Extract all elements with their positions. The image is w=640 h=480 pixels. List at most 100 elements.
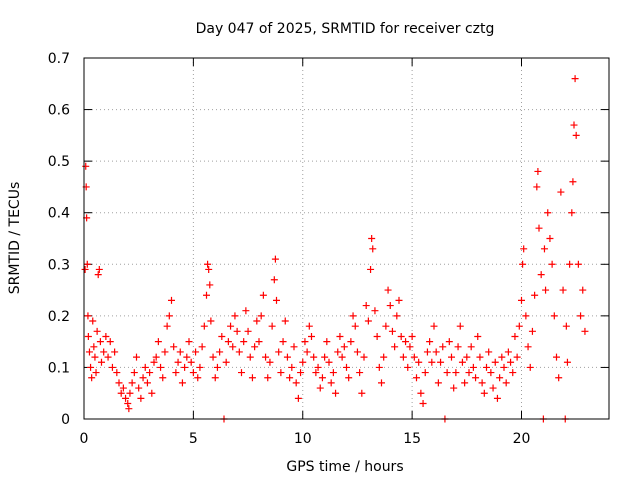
data-point: [262, 353, 270, 361]
data-point: [426, 338, 434, 346]
data-point: [93, 327, 101, 335]
data-point: [509, 369, 517, 377]
data-point: [550, 312, 558, 320]
data-point: [520, 245, 528, 253]
data-point: [472, 374, 480, 382]
data-point: [371, 307, 379, 315]
data-point: [143, 379, 151, 387]
data-point: [205, 265, 213, 273]
data-point: [349, 312, 357, 320]
data-point: [148, 389, 156, 397]
data-point: [229, 343, 237, 351]
data-point: [231, 312, 239, 320]
data-point: [275, 348, 283, 356]
data-point: [240, 338, 248, 346]
y-tick-label: 0.7: [48, 51, 70, 67]
data-point: [273, 296, 280, 304]
data-point: [176, 348, 184, 356]
x-tick-label: 20: [513, 431, 531, 447]
data-point: [286, 374, 294, 382]
data-points: [81, 75, 589, 423]
data-point: [469, 363, 477, 371]
data-point: [172, 369, 180, 377]
data-point: [189, 369, 197, 377]
data-point: [397, 332, 405, 340]
y-tick-label: 0.5: [48, 154, 70, 170]
data-point: [321, 353, 329, 361]
chart-title: Day 047 of 2025, SRMTID for receiver czt…: [196, 21, 495, 37]
data-point: [338, 353, 346, 361]
data-point: [485, 348, 493, 356]
data-point: [491, 358, 499, 366]
data-point: [297, 369, 305, 377]
data-point: [402, 338, 410, 346]
data-point: [159, 374, 167, 382]
data-point: [83, 260, 91, 268]
data-point: [113, 369, 121, 377]
data-point: [544, 209, 552, 217]
data-point: [574, 260, 582, 268]
data-point: [185, 338, 193, 346]
data-point: [563, 358, 571, 366]
data-point: [430, 322, 438, 330]
data-point: [163, 322, 171, 330]
data-point: [467, 343, 475, 351]
data-point: [314, 363, 322, 371]
data-point: [165, 312, 173, 320]
data-point: [386, 302, 394, 310]
data-point: [448, 353, 455, 361]
data-point: [174, 358, 182, 366]
data-point: [408, 332, 416, 340]
data-point: [213, 363, 221, 371]
data-point: [194, 374, 202, 382]
data-point: [378, 379, 385, 387]
data-point: [246, 353, 254, 361]
data-point: [493, 394, 501, 402]
data-point: [410, 353, 418, 361]
data-point: [316, 384, 324, 392]
data-point: [461, 379, 469, 387]
data-point: [196, 363, 204, 371]
data-point: [364, 317, 372, 325]
data-point: [428, 358, 436, 366]
data-point: [569, 178, 577, 186]
data-point: [417, 389, 425, 397]
data-point: [325, 358, 333, 366]
data-point: [87, 363, 95, 371]
data-point: [528, 327, 536, 335]
data-point: [524, 343, 532, 351]
data-point: [454, 343, 462, 351]
data-point: [288, 363, 296, 371]
data-point: [253, 317, 261, 325]
data-point: [91, 353, 99, 361]
data-point: [139, 374, 147, 382]
data-point: [496, 374, 504, 382]
data-point: [553, 353, 560, 361]
data-point: [367, 265, 375, 273]
data-point: [507, 358, 515, 366]
data-point: [571, 75, 579, 83]
data-point: [209, 353, 217, 361]
y-tick-label: 0.1: [48, 360, 70, 376]
data-point: [248, 374, 256, 382]
data-point: [124, 400, 132, 408]
data-point: [391, 343, 399, 351]
data-point: [106, 338, 114, 346]
data-point: [458, 358, 466, 366]
data-point: [334, 348, 342, 356]
data-point: [323, 338, 331, 346]
data-point: [303, 348, 311, 356]
data-point: [557, 188, 565, 196]
data-point: [518, 296, 525, 304]
data-point: [281, 317, 289, 325]
x-tick-label: 5: [189, 431, 198, 447]
data-point: [519, 260, 527, 268]
data-point: [98, 358, 105, 366]
data-point: [211, 374, 219, 382]
data-point: [382, 322, 390, 330]
data-point: [581, 327, 589, 335]
data-point: [264, 374, 272, 382]
data-point: [526, 363, 534, 371]
data-point: [474, 332, 482, 340]
data-point: [456, 322, 464, 330]
